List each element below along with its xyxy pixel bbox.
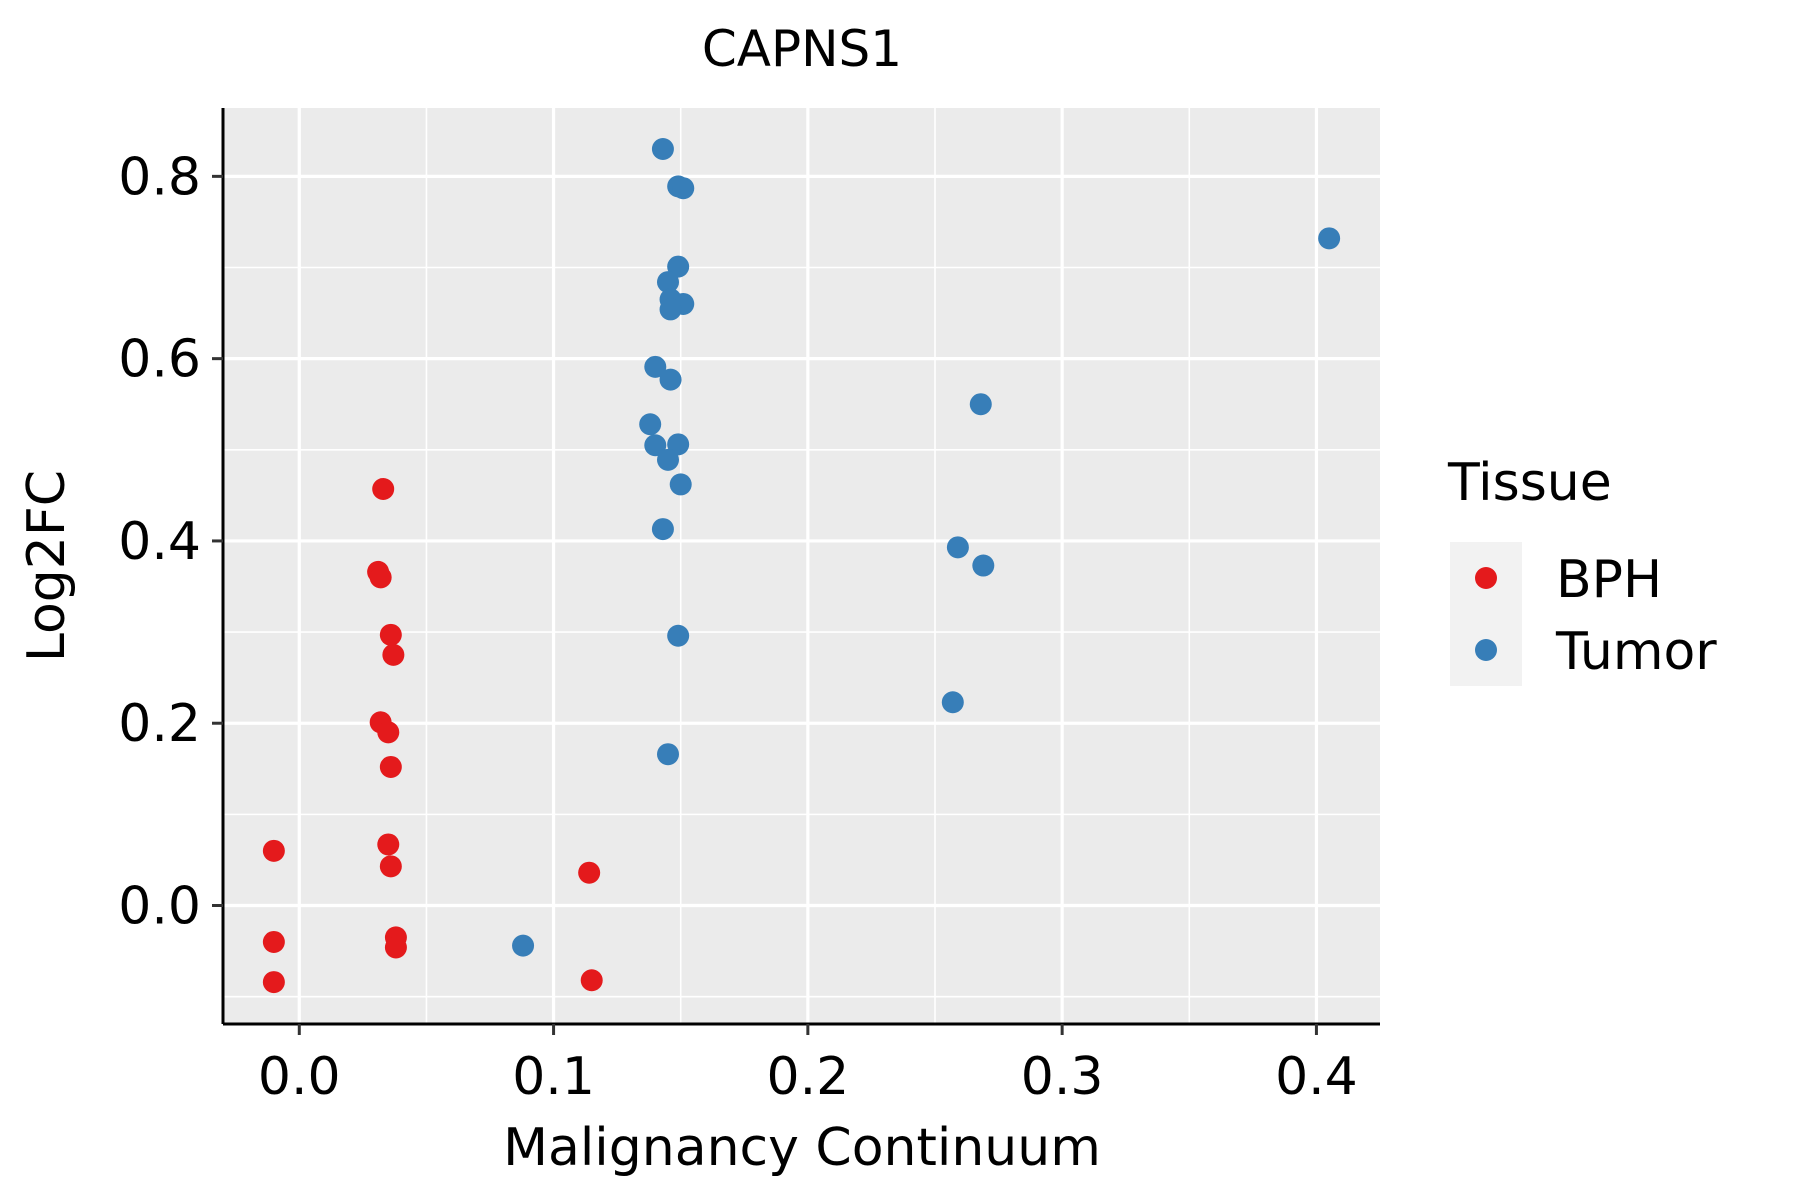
point-tumor <box>672 177 695 200</box>
point-bph <box>262 930 285 953</box>
point-tumor <box>651 518 674 541</box>
x-axis-label: Malignancy Continuum <box>503 1118 1101 1178</box>
point-tumor <box>667 624 690 647</box>
point-tumor <box>659 298 682 321</box>
point-tumor <box>669 473 692 496</box>
point-tumor <box>657 743 679 766</box>
point-bph <box>377 721 400 744</box>
chart-title: CAPNS1 <box>702 20 902 78</box>
y-tick-label: 0.6 <box>118 330 201 390</box>
y-tick-label: 0.2 <box>118 694 201 754</box>
point-tumor <box>639 413 662 436</box>
y-axis-label: Log2FC <box>17 470 77 662</box>
point-tumor <box>644 355 667 378</box>
point-bph <box>372 477 395 500</box>
point-bph <box>379 755 402 778</box>
point-tumor <box>667 433 690 456</box>
y-tick-label: 0.8 <box>118 147 201 207</box>
point-tumor <box>657 448 679 471</box>
x-axis-ticks: 0.0 0.1 0.2 0.3 0.4 <box>258 1024 1358 1107</box>
point-bph <box>379 623 402 646</box>
plot-panel <box>223 108 1380 1024</box>
point-tumor <box>644 434 667 457</box>
y-tick-label: 0.0 <box>118 877 201 937</box>
grid-major <box>223 108 1380 1024</box>
y-tick-label: 0.4 <box>118 512 201 572</box>
x-tick-label: 0.1 <box>512 1047 595 1107</box>
point-tumor <box>946 536 969 559</box>
legend: Tissue BPH Tumor <box>1447 453 1717 686</box>
point-bph <box>379 855 402 878</box>
x-tick-label: 0.2 <box>767 1047 850 1107</box>
y-axis-ticks: 0.0 0.2 0.4 0.6 0.8 <box>118 147 223 937</box>
point-bph <box>369 566 392 589</box>
point-bph <box>377 833 400 856</box>
x-tick-label: 0.0 <box>258 1047 341 1107</box>
legend-key-background <box>1450 542 1522 686</box>
point-bph <box>382 643 405 666</box>
legend-label-tumor: Tumor <box>1555 622 1717 682</box>
point-tumor <box>1318 227 1341 250</box>
point-bph <box>384 936 407 959</box>
point-bph <box>580 969 603 992</box>
point-tumor <box>667 255 690 278</box>
point-bph <box>262 839 285 862</box>
point-tumor <box>941 691 964 714</box>
point-bph <box>262 971 285 994</box>
legend-label-bph: BPH <box>1556 550 1662 610</box>
legend-key-bph <box>1475 567 1497 589</box>
point-tumor <box>651 138 674 161</box>
point-tumor <box>972 554 995 577</box>
point-tumor <box>969 393 992 416</box>
x-tick-label: 0.3 <box>1021 1047 1104 1107</box>
data-points <box>262 138 1341 994</box>
point-tumor <box>512 934 535 957</box>
x-tick-label: 0.4 <box>1275 1047 1358 1107</box>
legend-key-tumor <box>1475 639 1497 661</box>
point-bph <box>578 861 601 884</box>
point-tumor <box>659 368 682 391</box>
point-tumor <box>657 271 679 294</box>
legend-title: Tissue <box>1447 453 1612 513</box>
